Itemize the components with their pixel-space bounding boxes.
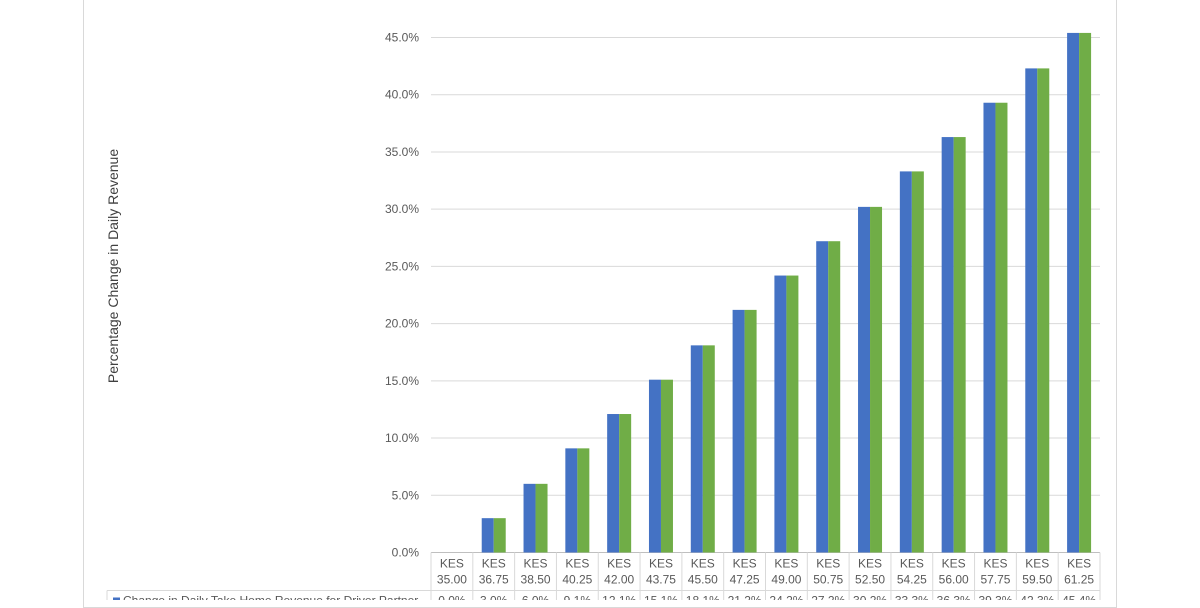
bar-series-2: [786, 275, 799, 553]
y-tick-label: 35.0%: [385, 145, 419, 159]
x-category-label-line1: KES: [774, 557, 798, 571]
data-table-value: 39.3%: [978, 594, 1012, 601]
x-category-label-line1: KES: [1025, 557, 1049, 571]
bar-series-1: [941, 137, 954, 553]
legend-key-series-1: [113, 597, 120, 600]
bar-series-2: [995, 102, 1008, 553]
x-category-label-line1: KES: [1067, 557, 1091, 571]
x-category-label-line1: KES: [900, 557, 924, 571]
y-tick-label: 30.0%: [385, 202, 419, 216]
bar-series-2: [660, 379, 673, 553]
legend-label-series-1: Change in Daily Take Home Revenue for Dr…: [123, 594, 418, 601]
bar-series-1: [648, 379, 661, 553]
data-table-value: 30.2%: [853, 594, 887, 601]
x-category-label-line1: KES: [482, 557, 506, 571]
bar-series-2: [870, 206, 883, 553]
data-table-value: 42.3%: [1020, 594, 1054, 601]
data-table-value: 45.4%: [1062, 594, 1096, 601]
x-category-label-line2: 38.50: [521, 573, 551, 587]
bar-series-2: [1037, 68, 1050, 553]
bar-series-2: [953, 137, 966, 553]
x-category-label-line1: KES: [649, 557, 673, 571]
bar-series-1: [607, 414, 620, 553]
y-tick-label: 5.0%: [392, 488, 420, 502]
x-category-label-line2: 56.00: [939, 573, 969, 587]
x-category-label-line1: KES: [733, 557, 757, 571]
x-category-label-line2: 45.50: [688, 573, 718, 587]
x-category-label-line2: 42.00: [604, 573, 634, 587]
x-category-label-line2: 36.75: [479, 573, 509, 587]
bar-series-2: [535, 483, 548, 553]
x-category-label-line1: KES: [983, 557, 1007, 571]
data-table-value: 15.1%: [644, 594, 678, 601]
y-tick-label: 10.0%: [385, 431, 419, 445]
data-table-value: 33.3%: [895, 594, 929, 601]
x-category-label-line2: 35.00: [437, 573, 467, 587]
x-category-label-line2: 40.25: [562, 573, 592, 587]
bar-series-2: [619, 414, 632, 553]
x-category-label-line1: KES: [858, 557, 882, 571]
data-table-value: 0.0%: [438, 594, 466, 601]
y-tick-label: 20.0%: [385, 317, 419, 331]
bar-series-1: [983, 102, 996, 553]
x-category-label-line1: KES: [942, 557, 966, 571]
data-table-value: 9.1%: [564, 594, 592, 601]
x-category-label-line2: 52.50: [855, 573, 885, 587]
bar-series-1: [690, 345, 703, 553]
x-category-label-line1: KES: [524, 557, 548, 571]
bar-series-1: [481, 518, 494, 553]
x-category-label-line2: 49.00: [771, 573, 801, 587]
data-table-value: 36.3%: [937, 594, 971, 601]
x-category-label-line1: KES: [816, 557, 840, 571]
x-category-label-line1: KES: [565, 557, 589, 571]
bar-series-1: [816, 241, 829, 553]
data-table-value: 12.1%: [602, 594, 636, 601]
x-category-label-line1: KES: [691, 557, 715, 571]
data-table-value: 24.2%: [769, 594, 803, 601]
data-table-value: 6.0%: [522, 594, 550, 601]
x-category-label-line2: 59.50: [1022, 573, 1052, 587]
y-axis-title: Percentage Change in Daily Revenue: [105, 149, 121, 383]
bar-series-1: [774, 275, 787, 553]
y-tick-label: 40.0%: [385, 88, 419, 102]
data-table-value: 21.2%: [728, 594, 762, 601]
x-category-label-line1: KES: [607, 557, 631, 571]
bar-series-1: [565, 448, 578, 553]
bar-series-2: [744, 309, 757, 553]
data-table-value: 18.1%: [686, 594, 720, 601]
y-tick-label: 15.0%: [385, 374, 419, 388]
x-category-label-line2: 47.25: [730, 573, 760, 587]
y-tick-label: 0.0%: [392, 546, 420, 560]
x-category-label-line2: 43.75: [646, 573, 676, 587]
bar-series-2: [1079, 32, 1092, 553]
bar-series-2: [911, 171, 924, 553]
bar-series-2: [702, 345, 715, 553]
bar-series-2: [577, 448, 590, 553]
x-category-label-line2: 54.25: [897, 573, 927, 587]
bar-series-1: [732, 309, 745, 553]
x-category-label-line2: 61.25: [1064, 573, 1094, 587]
bar-series-2: [828, 241, 841, 553]
x-category-label-line2: 50.75: [813, 573, 843, 587]
bar-series-1: [899, 171, 912, 553]
bar-series-1: [523, 483, 536, 553]
y-tick-label: 25.0%: [385, 259, 419, 273]
data-table-value: 27.2%: [811, 594, 845, 601]
bar-series-1: [858, 206, 871, 553]
y-tick-label: 45.0%: [385, 31, 419, 45]
x-category-label-line2: 57.75: [980, 573, 1010, 587]
data-table-value: 3.0%: [480, 594, 508, 601]
bar-series-1: [1025, 68, 1038, 553]
bar-series-1: [1067, 32, 1080, 553]
x-category-label-line1: KES: [440, 557, 464, 571]
bar-series-2: [493, 518, 506, 553]
